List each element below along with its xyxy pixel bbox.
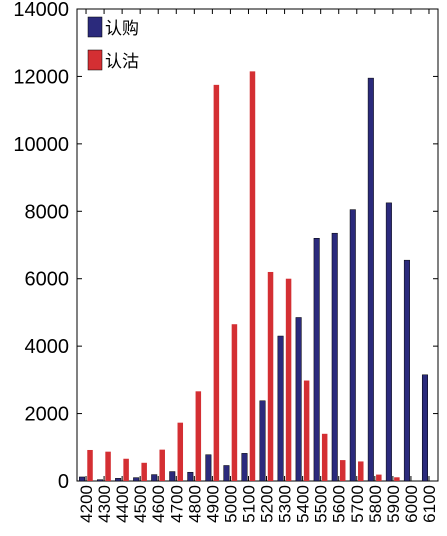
x-tick-label: 4300 xyxy=(95,485,114,523)
bar-call-6000 xyxy=(403,259,410,482)
x-tick-label: 4500 xyxy=(131,485,150,523)
y-tick-label: 2000 xyxy=(25,404,70,426)
bar-put-5200 xyxy=(267,271,274,481)
bar-call-4900 xyxy=(205,454,212,482)
bar-call-5600 xyxy=(331,232,338,482)
bar-call-5200 xyxy=(259,400,266,482)
bar-put-5900 xyxy=(394,477,400,481)
bar-call-4600 xyxy=(151,474,158,482)
bar-call-5700 xyxy=(349,209,356,482)
bar-put-5700 xyxy=(358,461,364,481)
x-tick-label: 5400 xyxy=(294,485,313,523)
y-tick-label: 10000 xyxy=(13,134,69,156)
bar-put-4300 xyxy=(105,451,111,481)
bar-put-4500 xyxy=(141,462,147,481)
bar-put-5000 xyxy=(231,324,238,481)
x-tick-label: 5600 xyxy=(330,485,349,523)
x-axis: 4200 4300 4400 4500 4600 4700 4800 4900 5000 5100… xyxy=(77,9,439,523)
x-tick-label: 6100 xyxy=(420,485,439,523)
x-tick-label: 4700 xyxy=(167,485,186,523)
bar-put-5100 xyxy=(249,71,256,481)
bar-call-5300 xyxy=(277,335,284,482)
y-tick-label: 8000 xyxy=(25,201,70,223)
bar-call-5800 xyxy=(367,77,374,482)
x-tick-label: 4200 xyxy=(77,485,96,523)
bar-call-4300 xyxy=(97,479,104,482)
bar-call-5400 xyxy=(295,317,302,482)
x-tick-label: 5200 xyxy=(258,485,277,523)
x-tick-label: 5700 xyxy=(348,485,367,523)
bar-put-4700 xyxy=(177,422,184,481)
x-tick-label: 4400 xyxy=(113,485,132,523)
x-tick-label: 5900 xyxy=(384,485,403,523)
legend-label: 认购 xyxy=(105,19,139,39)
bar-call-4800 xyxy=(187,471,194,482)
bar-put-4900 xyxy=(213,84,220,481)
y-axis: 0 2000 4000 6000 8000 10000 12000 14000 xyxy=(13,0,438,493)
legend-label: 认沽 xyxy=(105,52,139,72)
legend-swatch xyxy=(87,49,103,71)
bar-call-5900 xyxy=(385,202,392,482)
bar-put-5500 xyxy=(321,433,328,481)
x-tick-label: 4900 xyxy=(203,485,222,523)
x-tick-label: 5300 xyxy=(276,485,295,523)
y-tick-label: 4000 xyxy=(25,336,70,358)
legend-swatch xyxy=(87,16,103,38)
plot-frame xyxy=(76,8,439,482)
bar-call-4400 xyxy=(115,478,122,482)
x-tick-label: 4600 xyxy=(149,485,168,523)
bar-call-5500 xyxy=(313,238,320,482)
x-tick-label: 5100 xyxy=(239,485,258,523)
y-tick-label: 0 xyxy=(58,471,69,493)
bar-put-4400 xyxy=(123,458,129,481)
bar-put-4600 xyxy=(159,449,165,481)
bar-put-5600 xyxy=(339,460,346,481)
x-tick-label: 6000 xyxy=(402,485,421,523)
bar-put-4200 xyxy=(87,449,93,481)
x-tick-label: 5500 xyxy=(312,485,331,523)
bar-put-5400 xyxy=(303,380,310,481)
plot-area xyxy=(76,8,439,482)
bar-put-5800 xyxy=(376,474,382,481)
bars xyxy=(79,71,428,482)
bar-put-5300 xyxy=(285,278,292,481)
bar-call-5100 xyxy=(241,453,248,482)
y-tick-label: 14000 xyxy=(13,0,69,21)
y-tick-label: 12000 xyxy=(13,66,69,88)
y-tick-label: 6000 xyxy=(25,269,70,291)
bar-call-5000 xyxy=(223,465,230,482)
bar-put-4800 xyxy=(195,391,202,481)
bar-call-6100 xyxy=(421,374,428,482)
bar-call-4200 xyxy=(79,476,86,482)
bar-call-4500 xyxy=(133,477,140,482)
x-tick-label: 4800 xyxy=(185,485,204,523)
x-tick-label: 5000 xyxy=(221,485,240,523)
bar-call-4700 xyxy=(169,471,176,482)
x-tick-label: 5800 xyxy=(366,485,385,523)
